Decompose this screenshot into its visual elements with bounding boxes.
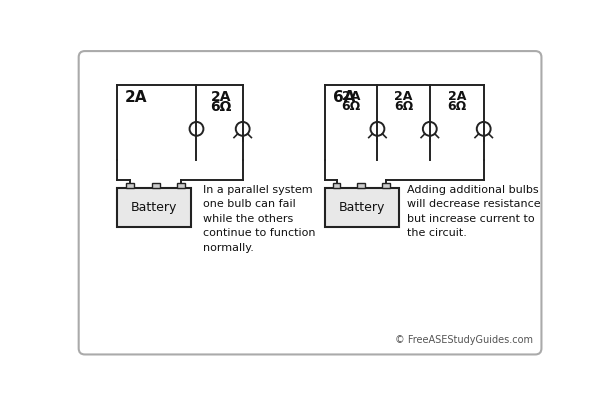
Text: Adding additional bulbs
will decrease resistance
but increase current to
the cir: Adding additional bulbs will decrease re… xyxy=(407,185,540,238)
Bar xyxy=(177,183,185,188)
Text: 2A: 2A xyxy=(342,90,361,102)
Text: 6Ω: 6Ω xyxy=(211,100,232,114)
Bar xyxy=(325,188,399,227)
Text: 2A: 2A xyxy=(394,90,413,102)
Text: 2A: 2A xyxy=(448,90,466,102)
Text: 2A: 2A xyxy=(211,90,231,104)
Bar xyxy=(382,183,390,188)
Text: 6Ω: 6Ω xyxy=(447,100,466,113)
Text: 2A: 2A xyxy=(125,90,148,104)
Text: © FreeASEStudyGuides.com: © FreeASEStudyGuides.com xyxy=(395,335,533,345)
Bar xyxy=(333,183,341,188)
Text: Battery: Battery xyxy=(131,201,177,214)
Bar xyxy=(117,188,191,227)
Text: In a parallel system
one bulb can fail
while the others
continue to function
nor: In a parallel system one bulb can fail w… xyxy=(203,185,315,253)
Text: 6A: 6A xyxy=(333,90,355,104)
Text: 6Ω: 6Ω xyxy=(394,100,413,113)
Text: Battery: Battery xyxy=(339,201,385,214)
Bar xyxy=(358,183,365,188)
Text: 6Ω: 6Ω xyxy=(342,100,361,113)
Bar xyxy=(152,183,160,188)
FancyBboxPatch shape xyxy=(79,51,541,354)
Bar xyxy=(126,183,134,188)
